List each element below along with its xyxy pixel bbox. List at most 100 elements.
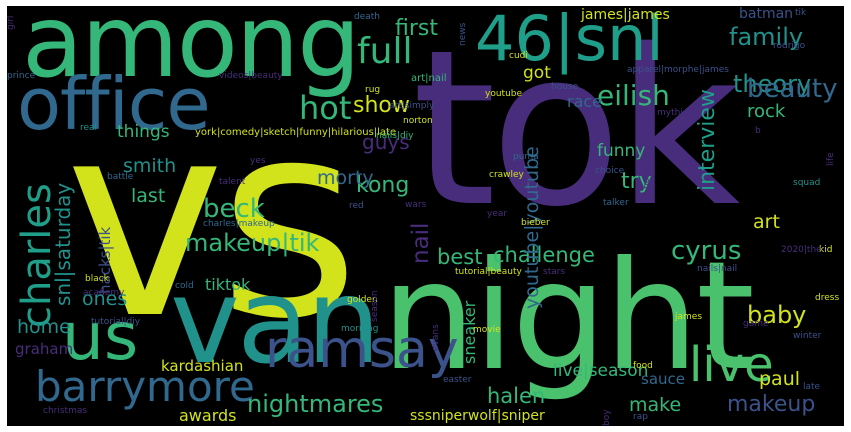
word-family: family: [729, 23, 804, 51]
word-talker: talker: [603, 198, 629, 208]
word-life: life: [826, 152, 836, 166]
word-awards: awards: [179, 406, 237, 425]
word-nail: nail: [408, 222, 434, 264]
word-squad: squad: [793, 178, 821, 188]
word-ones: ones: [82, 288, 128, 310]
word-cloud: vs tok night van among office 46|snl us …: [7, 6, 844, 426]
word-james-james: james|james: [581, 7, 670, 23]
word-snl-saturday: snl|saturday: [51, 182, 75, 306]
word-challenge: challenge: [493, 243, 595, 267]
word-rap: rap: [633, 412, 648, 422]
word-kong: kong: [356, 173, 410, 198]
word-boy: boy: [602, 409, 612, 426]
word-mythical: mythical: [657, 108, 696, 118]
word-tiktok: tiktok: [205, 275, 251, 294]
word-real: real: [80, 123, 98, 133]
word-kardashian: kardashian: [161, 357, 244, 375]
word-things: things: [117, 122, 170, 142]
word-apparel: apparel|morphe|james: [627, 65, 729, 75]
word-norton: norton: [403, 116, 433, 126]
word-among: among: [22, 6, 361, 100]
word-tutorial-diy: tutorial|diy: [91, 317, 141, 327]
word-house: house: [551, 82, 579, 92]
word-morty: morty: [317, 167, 374, 189]
word-puma: puma: [513, 152, 539, 162]
word-vs: vs: [65, 63, 359, 378]
word-hot: hot: [299, 89, 352, 127]
word-graham: graham: [15, 340, 74, 358]
word-food: food: [633, 361, 653, 371]
word-late: late: [803, 382, 821, 392]
word-barrymore: barrymore: [35, 362, 255, 411]
word-got: got: [523, 63, 551, 83]
word-battle: battle: [107, 172, 134, 182]
word-year: year: [487, 209, 508, 219]
word-show: show: [353, 93, 410, 118]
word-batman: batman: [739, 6, 794, 22]
word-boseman: boseman: [642, 147, 652, 189]
word-evans: evans: [431, 324, 441, 351]
word-academy: academy: [83, 288, 125, 298]
word-kid: kid: [819, 245, 833, 255]
word-first: first: [395, 16, 438, 41]
word-stars: stars: [543, 267, 566, 277]
word-46-snl: 46|snl: [475, 6, 664, 75]
word-tik-small: tik: [795, 8, 807, 18]
word-prince: prince: [7, 71, 36, 81]
word-baby: baby: [747, 301, 807, 329]
word-nails-diy: nails|diy: [376, 131, 414, 141]
word-wars: wars: [405, 200, 427, 210]
word-winter: winter: [793, 331, 822, 341]
word-try: try: [621, 169, 652, 194]
word-death: death: [354, 12, 380, 22]
word-videos-beauty: videos|beauty: [219, 71, 283, 81]
word-interview: interview: [695, 89, 720, 191]
word-charles-makeup: charles|makeup: [203, 219, 275, 229]
word-sssniperwolf-sniper: sssniperwolf|sniper: [410, 408, 545, 424]
word-make: make: [629, 394, 682, 416]
word-office: office: [17, 62, 211, 146]
word-ramsay: ramsay: [265, 320, 459, 380]
word-van: van: [170, 252, 381, 390]
word-home: home: [17, 316, 71, 338]
word-rodrigo: rodrigo: [773, 41, 806, 51]
word-nails-nail: nails|nail: [697, 264, 738, 274]
word-smith: smith: [123, 155, 177, 177]
word-us: us: [62, 298, 139, 375]
word-season: season: [370, 290, 380, 322]
word-2020-the: 2020|the: [781, 245, 822, 255]
word-youtube: youtube: [485, 89, 523, 99]
word-tok: tok: [412, 6, 740, 254]
word-art: art: [753, 211, 780, 233]
word-bieber: bieber: [521, 218, 550, 228]
word-b-small: b: [755, 126, 761, 136]
word-black: black: [85, 274, 109, 284]
word-art-simply: art|simply: [389, 101, 435, 111]
word-cold: cold: [175, 281, 194, 291]
word-cyrus: cyrus: [671, 236, 742, 266]
word-sauce: sauce: [641, 370, 685, 388]
word-game: game: [743, 319, 769, 329]
word-red: red: [349, 201, 364, 211]
word-girl: girl: [7, 15, 16, 30]
word-golden: golden: [347, 295, 378, 305]
word-halen: halen: [487, 384, 546, 408]
word-crawley: crawley: [489, 170, 524, 180]
word-easter: easter: [443, 375, 472, 385]
word-makeup: makeup: [727, 392, 816, 417]
word-choice: choice: [595, 166, 625, 176]
word-dress: dress: [815, 293, 840, 303]
word-christmas: christmas: [43, 406, 88, 416]
word-james-small: james: [675, 312, 703, 322]
word-beck: beck: [203, 194, 265, 224]
word-last: last: [131, 185, 166, 207]
word-movie: movie: [473, 325, 501, 335]
word-guys: guys: [362, 130, 410, 154]
word-night: night: [381, 230, 755, 404]
word-news: news: [458, 22, 468, 46]
word-yes: yes: [250, 156, 266, 166]
word-paul: paul: [759, 368, 801, 390]
word-theory: theory: [733, 70, 812, 98]
word-rug: rug: [365, 85, 381, 95]
word-race: race: [567, 92, 603, 111]
